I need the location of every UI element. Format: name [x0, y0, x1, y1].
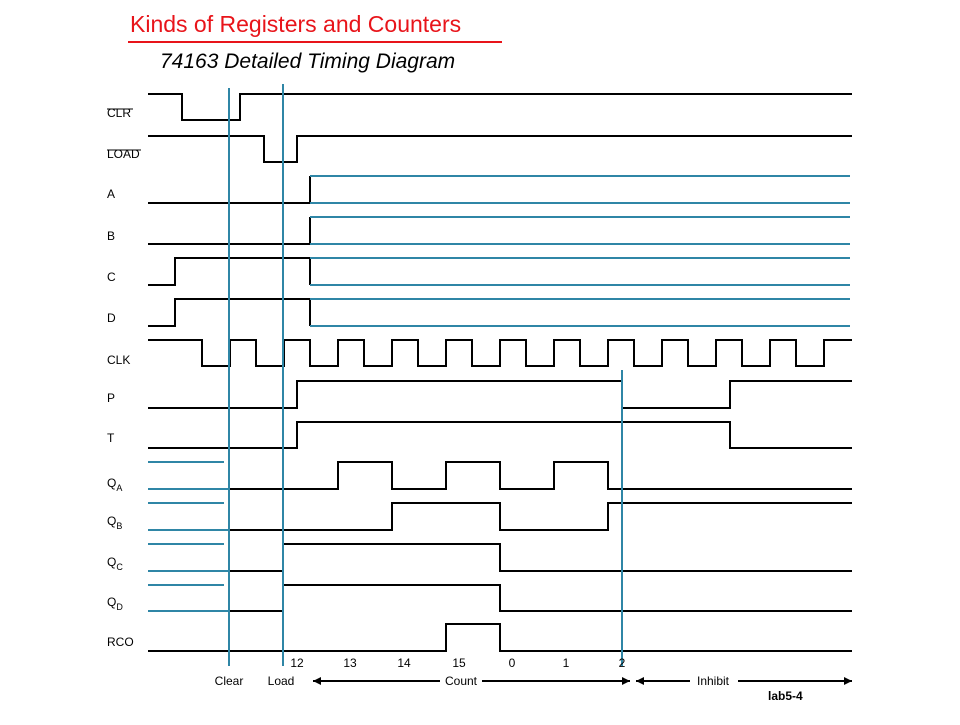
signal-subscript: D: [116, 602, 123, 612]
count-label: 0: [509, 656, 516, 670]
count-label: 13: [343, 656, 357, 670]
waveform: [148, 339, 852, 367]
signal-label: QB: [107, 514, 122, 531]
signal-name: A: [107, 187, 115, 201]
arrowhead: [636, 677, 644, 685]
count-label: 1: [563, 656, 570, 670]
signal-subscript: C: [116, 562, 123, 572]
signal-name: T: [107, 431, 115, 445]
count-label: 12: [290, 656, 304, 670]
waveform: [148, 380, 852, 409]
subtitle: 74163 Detailed Timing Diagram: [160, 50, 455, 73]
waveform: [148, 93, 852, 121]
phase-label: Clear: [215, 674, 244, 688]
signal-name: B: [107, 229, 115, 243]
title: Kinds of Registers and Counters: [130, 11, 461, 37]
signal-label: CLK: [107, 353, 130, 367]
waveform: [228, 502, 852, 531]
signal-label: B: [107, 229, 115, 243]
signal-label: P: [107, 391, 115, 405]
signal-label: LOAD: [107, 147, 140, 161]
signal-label: A: [107, 187, 115, 201]
waveform: [228, 461, 852, 490]
count-label: 2: [619, 656, 626, 670]
signal-label: QA: [107, 476, 122, 493]
signal-name: CLR: [107, 106, 131, 120]
signal-label: CLR: [107, 106, 131, 120]
signal-name: Q: [107, 476, 116, 490]
waveform: [148, 257, 311, 286]
signal-label: C: [107, 270, 116, 284]
waveform: [148, 421, 852, 449]
signal-name: Q: [107, 595, 116, 609]
waveform: [148, 298, 311, 327]
signal-name: RCO: [107, 635, 134, 649]
count-label: 15: [452, 656, 466, 670]
signal-name: Q: [107, 555, 116, 569]
waveform: [228, 543, 852, 572]
arrowhead: [313, 677, 321, 685]
phase-label: Inhibit: [697, 674, 730, 688]
phase-label: Count: [445, 674, 478, 688]
signal-label: D: [107, 311, 116, 325]
waveform: [148, 135, 852, 163]
count-label: 14: [397, 656, 411, 670]
arrowhead: [622, 677, 630, 685]
footer: lab5-4: [768, 689, 803, 703]
signal-name: CLK: [107, 353, 130, 367]
signal-name: Q: [107, 514, 116, 528]
signal-label: RCO: [107, 635, 134, 649]
phase-label: Load: [268, 674, 295, 688]
signal-name: LOAD: [107, 147, 140, 161]
signal-name: C: [107, 270, 116, 284]
signal-name: D: [107, 311, 116, 325]
waveform: [148, 623, 852, 652]
signal-subscript: A: [116, 483, 122, 493]
arrowhead: [844, 677, 852, 685]
waveform: [228, 584, 852, 612]
waveforms: [148, 84, 852, 685]
signal-subscript: B: [116, 521, 122, 531]
signal-label: QC: [107, 555, 123, 572]
signal-name: P: [107, 391, 115, 405]
signal-label: T: [107, 431, 115, 445]
signal-label: QD: [107, 595, 123, 612]
